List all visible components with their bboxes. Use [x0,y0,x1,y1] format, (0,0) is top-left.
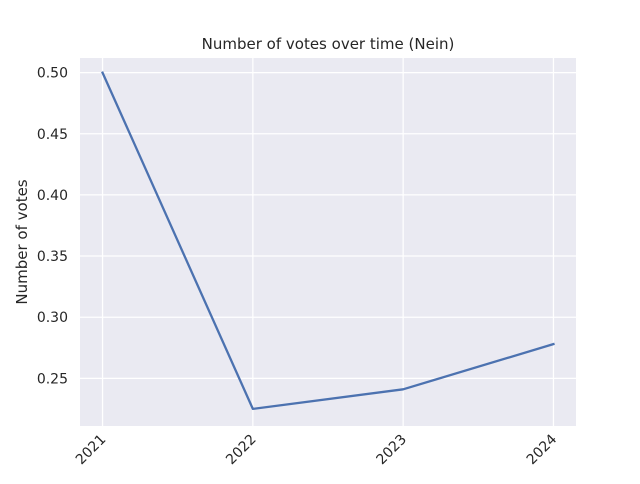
y-tick-label: 0.50 [37,66,68,82]
y-tick-label: 0.35 [37,249,68,265]
y-tick-label: 0.40 [37,188,68,204]
series-line-0 [101,71,555,411]
y-tick-label: 0.25 [37,371,68,387]
x-tick-label: 2023 [373,432,410,469]
series-layer [101,71,555,411]
plot-area [80,58,576,426]
x-tick-label: 2022 [223,432,260,469]
grid-lines [80,58,576,426]
chart-title: Number of votes over time (Nein) [202,35,455,53]
y-tick-label: 0.30 [37,310,68,326]
y-tick-label: 0.45 [37,127,68,143]
y-axis-ticks: 0.25 0.30 0.35 0.40 0.45 0.50 [37,66,68,388]
y-axis-label: Number of votes [13,179,31,304]
x-tick-label: 2021 [73,432,110,469]
x-axis-ticks: 2021 2022 2023 2024 [73,431,560,468]
x-tick-label: 2024 [524,431,561,468]
